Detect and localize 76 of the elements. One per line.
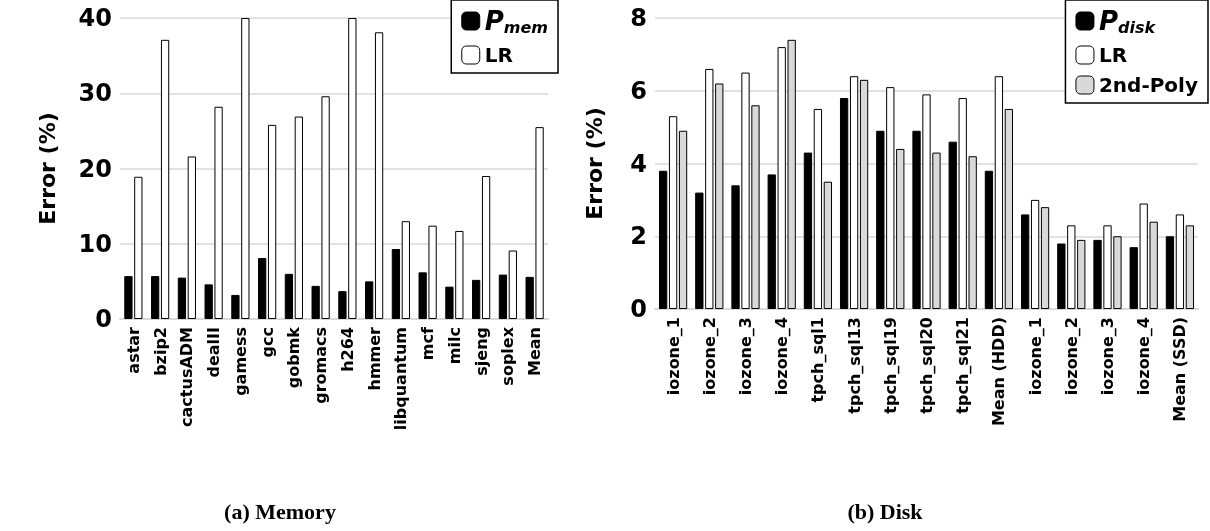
- bar: [374, 32, 384, 319]
- x-tick-label: iozone_2: [1061, 317, 1081, 396]
- x-tick-label: gcc: [257, 327, 277, 358]
- bar: [258, 258, 267, 319]
- x-tick-label: iozone_2: [699, 317, 719, 396]
- y-tick-label: 20: [78, 154, 112, 183]
- bar: [391, 249, 401, 319]
- x-tick-label: hmmer: [364, 326, 384, 391]
- bar: [284, 273, 294, 319]
- x-tick-label: gromacs: [311, 327, 331, 404]
- x-tick-label: tpch_sql21: [953, 317, 973, 414]
- legend-label: LR: [484, 43, 513, 67]
- bar: [472, 279, 481, 319]
- x-tick-label: iozone_1: [1025, 317, 1045, 396]
- bar: [365, 281, 374, 319]
- bar: [177, 277, 187, 319]
- x-tick-label: mcf: [418, 325, 438, 361]
- x-tick-label: dealII: [204, 327, 224, 378]
- text: (b) Disk: [847, 498, 924, 524]
- x-tick-label: Mean (HDD): [989, 317, 1009, 427]
- bar: [994, 76, 1004, 309]
- x-tick-label: iozone_3: [1098, 317, 1117, 396]
- bar: [839, 98, 849, 309]
- bar: [160, 39, 170, 319]
- x-tick-label: tpch_sql13: [844, 317, 864, 414]
- y-tick-label: 10: [78, 229, 112, 258]
- bar: [294, 116, 303, 319]
- bar: [401, 221, 410, 319]
- bar: [658, 170, 668, 309]
- y-tick-label: 4: [630, 149, 647, 178]
- x-tick-label: tpch_sql1: [808, 317, 828, 403]
- x-tick-label: libquantum: [391, 327, 411, 431]
- y-tick-label: 0: [95, 305, 112, 333]
- x-tick-label: iozone_1: [663, 317, 683, 396]
- x-tick-label: sjeng: [471, 327, 491, 376]
- x-tick-label: iozone_4: [772, 317, 792, 396]
- bar: [813, 108, 823, 309]
- bar: [481, 176, 491, 319]
- y-tick-label: 30: [78, 79, 112, 108]
- y-tick-label: 6: [630, 76, 647, 105]
- bar: [668, 116, 678, 309]
- bar: [984, 170, 994, 309]
- bar: [508, 250, 517, 319]
- x-tick-label: astar: [123, 326, 143, 374]
- x-tick-label: soplex: [498, 326, 518, 386]
- x-tick-label: cactusADM: [177, 327, 197, 427]
- bar: [1165, 236, 1175, 309]
- text: (a) Memory: [224, 498, 336, 524]
- bar: [1030, 199, 1040, 309]
- y-tick-label: 2: [630, 222, 647, 251]
- bar: [151, 276, 160, 319]
- bar: [803, 152, 813, 309]
- x-tick-label: bzip2: [150, 327, 170, 376]
- x-tick-label: h264: [337, 327, 357, 372]
- bar: [267, 124, 277, 319]
- bar: [498, 274, 508, 319]
- x-tick-label: Mean (SSD): [1170, 317, 1190, 422]
- bar: [1020, 214, 1030, 309]
- bar: [187, 156, 196, 319]
- x-tick-label: iozone_3: [736, 317, 755, 396]
- legend-label: 2nd-Poly: [1098, 73, 1198, 97]
- y-tick-label: 40: [78, 4, 112, 32]
- x-tick-label: iozone_4: [1134, 317, 1154, 396]
- bar: [1175, 214, 1185, 309]
- x-tick-label: Mean: [525, 327, 545, 376]
- legend-label: LR: [1098, 43, 1128, 67]
- x-tick-label: gobmk: [284, 326, 304, 389]
- y-tick-label: 8: [630, 4, 647, 32]
- bar: [849, 76, 859, 309]
- x-tick-label: tpch_sql20: [917, 317, 936, 414]
- x-tick-label: tpch_sql19: [880, 317, 900, 414]
- x-tick-label: gamess: [230, 327, 250, 396]
- x-tick-label: milc: [444, 327, 464, 365]
- y-axis-title: Error (%): [34, 112, 60, 225]
- y-tick-label: 0: [630, 295, 647, 323]
- y-axis-title: Error (%): [581, 107, 607, 220]
